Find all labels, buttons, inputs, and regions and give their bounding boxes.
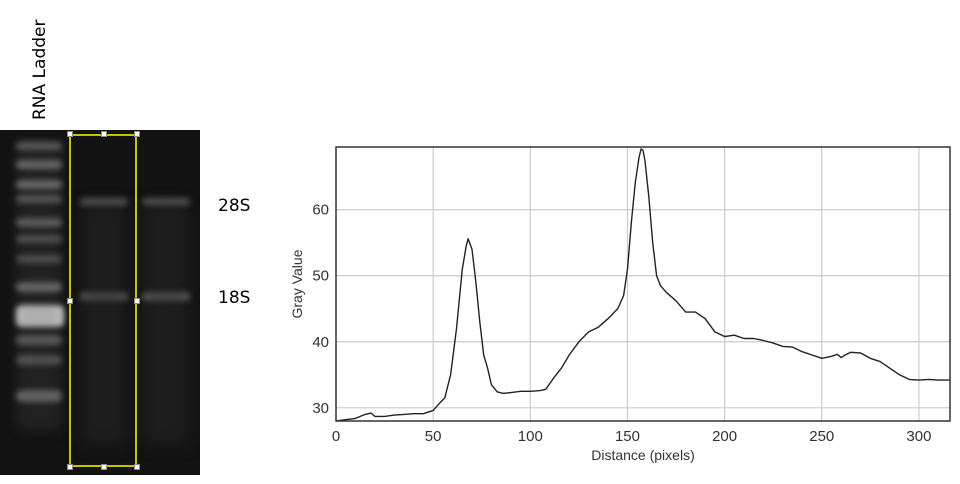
grid-lines [336,147,950,421]
plot-frame [335,146,951,422]
roi-handle[interactable] [134,131,140,137]
band-label-28s: 28S [218,196,251,216]
x-tick-label: 300 [906,428,931,445]
x-tick-label: 200 [712,428,737,445]
y-tick-label: 40 [312,334,329,351]
x-axis-label: Distance (pixels) [591,447,694,463]
y-tick-label: 60 [312,202,329,219]
x-tick-label: 150 [615,428,640,445]
band-label-18s: 18S [218,288,251,308]
y-tick-labels: 30 40 50 60 [312,202,329,417]
y-axis-label: Gray Value [289,249,305,318]
profile-line [335,148,950,422]
roi-handle[interactable] [134,464,140,470]
x-tick-label: 0 [332,428,340,445]
x-tick-label: 250 [809,428,834,445]
roi-handle[interactable] [67,464,73,470]
x-tick-labels: 0 50 100 150 200 250 300 [332,428,932,445]
roi-handle[interactable] [134,298,140,304]
roi-handle[interactable] [101,464,107,470]
roi-handle[interactable] [101,131,107,137]
roi-handle[interactable] [67,298,73,304]
roi-handle[interactable] [67,131,73,137]
x-tick-label: 100 [518,428,543,445]
y-tick-label: 50 [312,268,329,285]
y-tick-label: 30 [312,400,329,417]
x-tick-label: 50 [425,428,442,445]
gel-image [0,130,200,475]
